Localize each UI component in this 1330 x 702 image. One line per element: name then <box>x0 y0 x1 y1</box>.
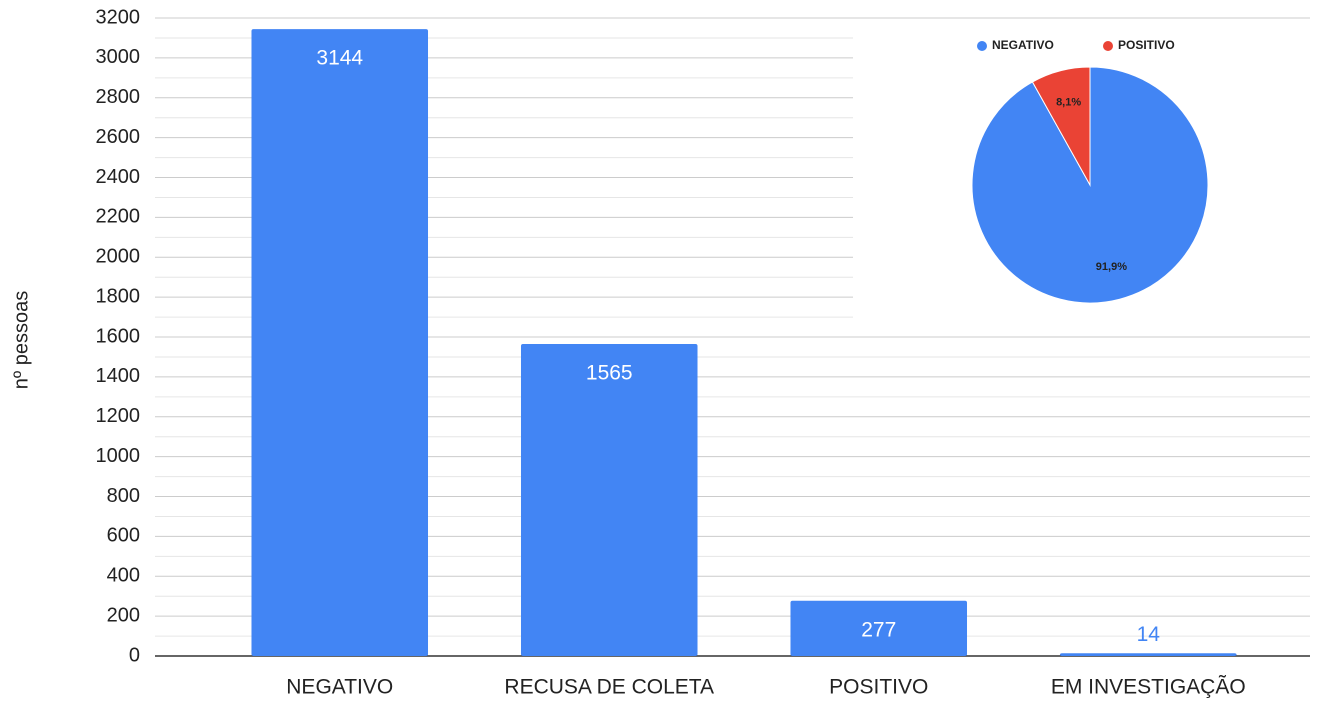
y-tick-label: 200 <box>107 604 140 626</box>
y-tick-label: 2800 <box>96 86 141 108</box>
y-tick-label: 2400 <box>96 166 141 188</box>
y-tick-label: 1000 <box>96 445 141 467</box>
slice-label: 91,9% <box>1096 261 1127 273</box>
pie-slice <box>1031 66 1091 187</box>
y-tick-label: 1400 <box>96 365 141 387</box>
bar <box>1059 653 1237 656</box>
y-tick-label: 1200 <box>96 405 141 427</box>
legend-swatch <box>1103 41 1113 51</box>
y-tick-label: 600 <box>107 525 140 547</box>
x-tick-label: RECUSA DE COLETA <box>504 676 714 699</box>
y-tick-label: 800 <box>107 485 140 507</box>
y-tick-label: 2600 <box>96 126 141 148</box>
data-label: 3144 <box>316 47 363 70</box>
data-label: 277 <box>861 618 896 641</box>
slice-label: 8,1% <box>1056 97 1081 109</box>
bar <box>251 29 429 657</box>
y-tick-label: 1600 <box>96 325 141 347</box>
legend-label: NEGATIVO <box>992 38 1054 52</box>
bar <box>790 600 968 656</box>
data-label: 1565 <box>586 362 633 385</box>
data-label: 14 <box>1137 623 1161 646</box>
y-tick-label: 3000 <box>96 46 141 68</box>
y-tick-label: 1800 <box>96 285 141 307</box>
y-tick-label: 2000 <box>96 246 141 268</box>
y-tick-label: 3200 <box>96 6 141 28</box>
y-tick-label: 400 <box>107 565 140 587</box>
y-tick-label: 0 <box>129 644 140 666</box>
y-tick-label: 2200 <box>96 206 141 228</box>
legend-label: POSITIVO <box>1118 38 1175 52</box>
x-tick-label: EM INVESTIGAÇÃO <box>1051 675 1246 699</box>
legend-swatch <box>977 41 987 51</box>
x-tick-label: POSITIVO <box>829 676 928 699</box>
y-axis-label: nº pessoas <box>10 291 32 389</box>
x-tick-label: NEGATIVO <box>286 676 393 699</box>
bar <box>520 343 698 656</box>
